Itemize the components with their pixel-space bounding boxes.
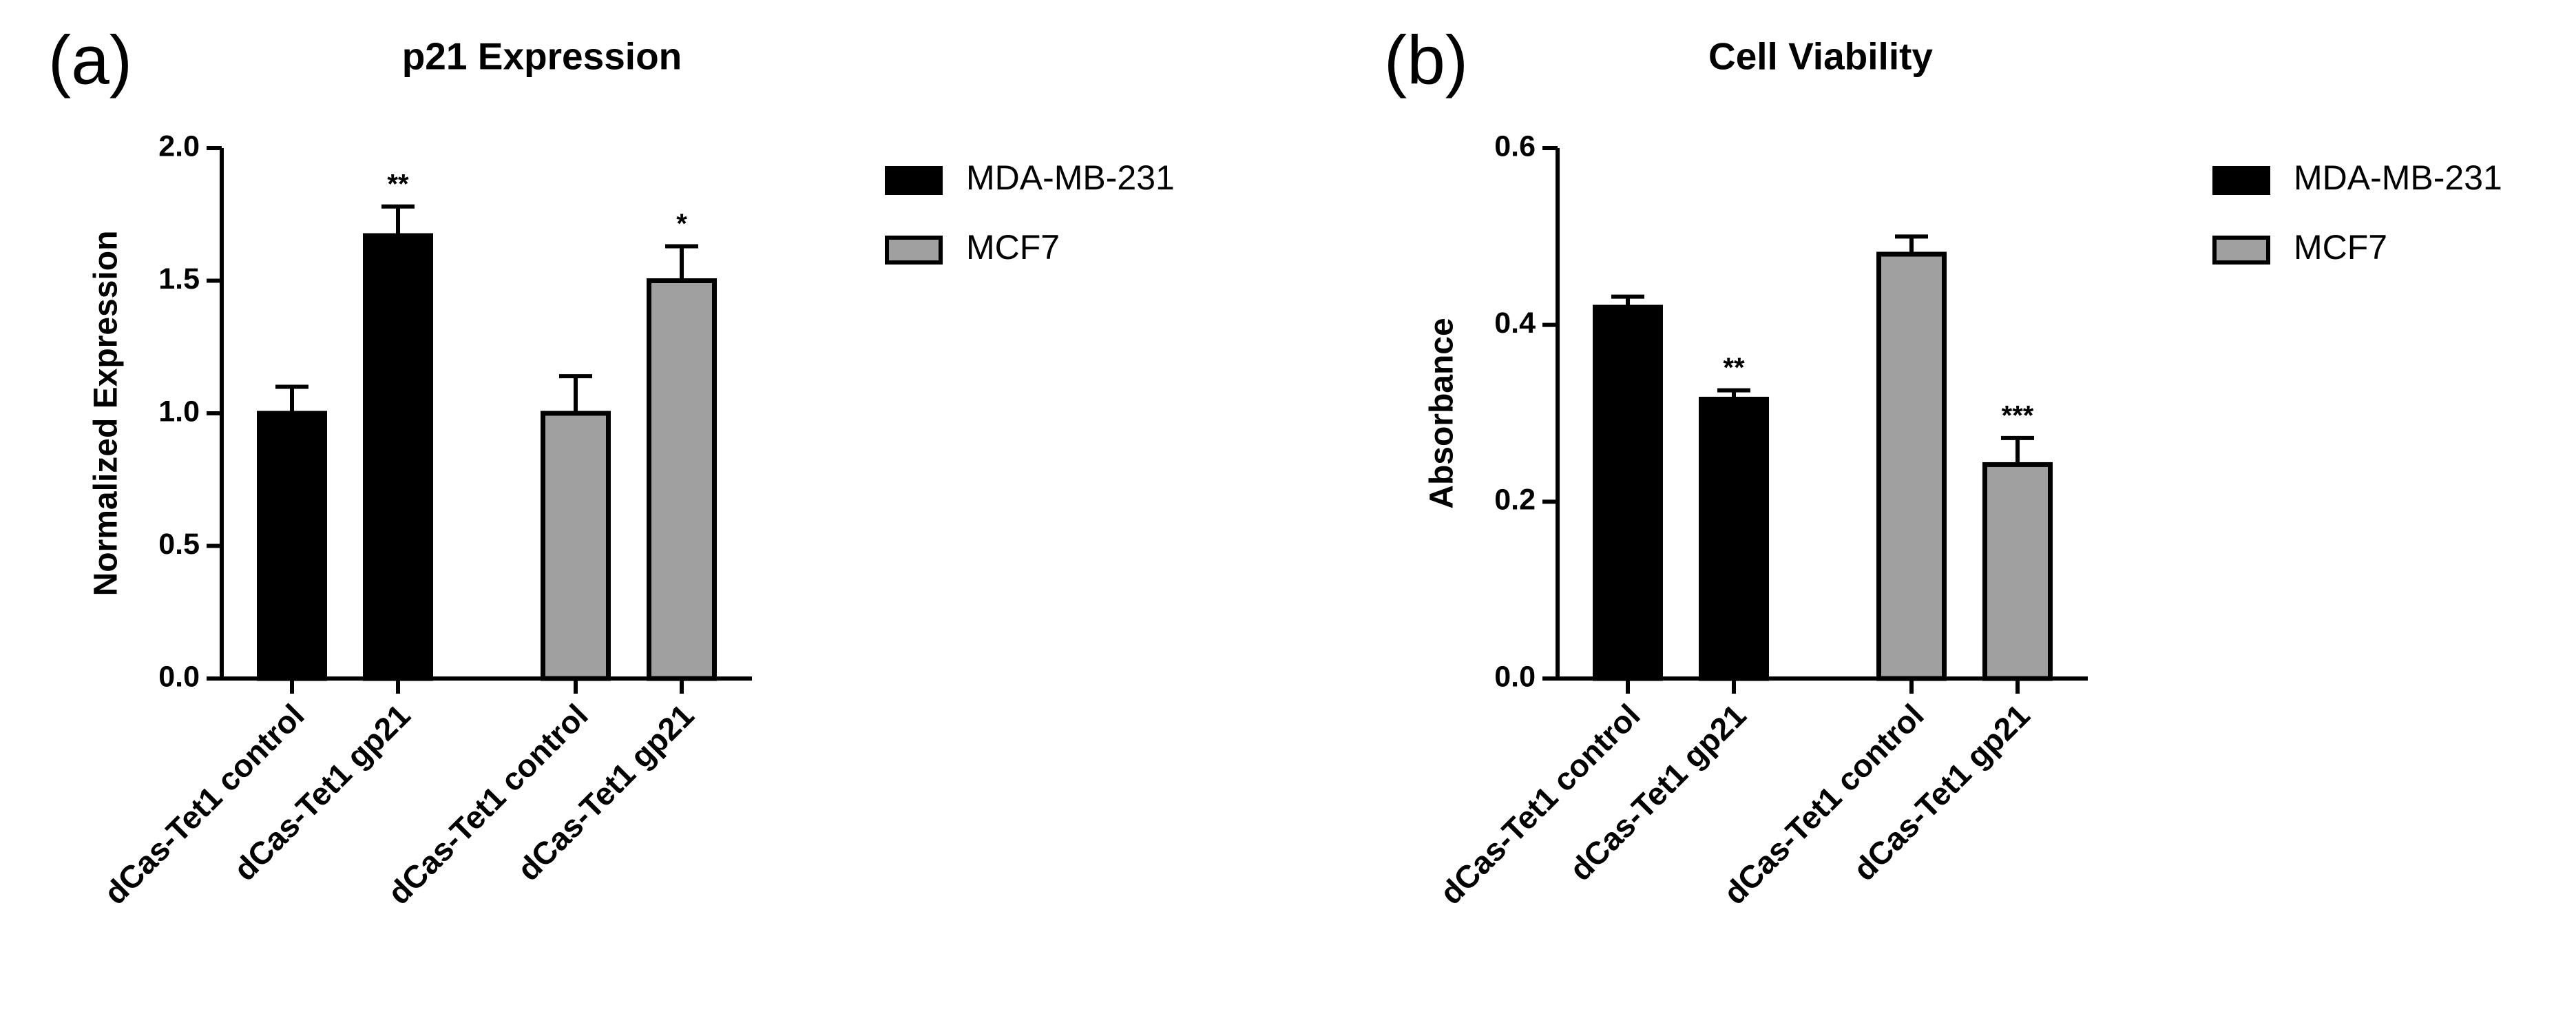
y-tick-label: 0.6 [1494,130,1536,163]
x-tick-label: dCas-Tet1 gp21 [227,697,417,888]
chart-title: Cell Viability [1708,35,1933,78]
significance: * [676,209,687,239]
bar [1876,251,1947,681]
panel-label: (b) [1384,21,1468,99]
x-tick-label: dCas-Tet1 control [381,697,595,911]
bar [647,278,717,681]
y-tick-label: 0.2 [1494,484,1536,517]
y-tick-label: 2.0 [158,130,200,163]
y-axis-label: Normalized Expression [88,231,125,597]
legend-swatch [2212,166,2270,195]
significance: *** [2002,400,2034,431]
x-tick-label: dCas-Tet1 control [1717,697,1931,911]
legend-label: MCF7 [2294,228,2387,267]
bar [541,411,611,681]
panel-label: (a) [48,21,132,99]
legend-label: MDA-MB-231 [966,158,1175,197]
y-tick-label: 0.4 [1494,307,1536,340]
x-tick-label: dCas-Tet1 gp21 [1562,697,1753,888]
bar [257,411,327,681]
legend-label: MCF7 [966,228,1060,267]
x-tick-label: dCas-Tet1 control [97,697,311,911]
y-tick-label: 0.0 [1494,660,1536,693]
legend-swatch [885,166,943,195]
legend-swatch [2212,236,2270,265]
y-tick-label: 0.0 [158,660,200,693]
chart-title: p21 Expression [402,35,682,78]
x-tick-label: dCas-Tet1 gp21 [1846,697,2037,888]
bar [1593,304,1663,681]
significance: ** [387,169,409,199]
panel: (a) p21 Expression Normalized Expression 0.… [48,21,1175,911]
y-tick-label: 0.5 [158,528,200,561]
bar [1982,462,2053,681]
y-axis-label: Absorbance [1424,318,1460,508]
bar [363,233,433,681]
bar [1699,396,1769,681]
legend-swatch [885,236,943,265]
x-tick-label: dCas-Tet1 control [1433,697,1647,911]
y-tick-label: 1.5 [158,262,200,296]
y-tick-label: 1.0 [158,395,200,428]
panel: (b) Cell Viability Absorbance 0.0 0.2 0.4 0.6 d… [1384,21,2502,911]
significance: ** [1723,353,1745,383]
legend-label: MDA-MB-231 [2294,158,2502,197]
x-tick-label: dCas-Tet1 gp21 [510,697,701,888]
